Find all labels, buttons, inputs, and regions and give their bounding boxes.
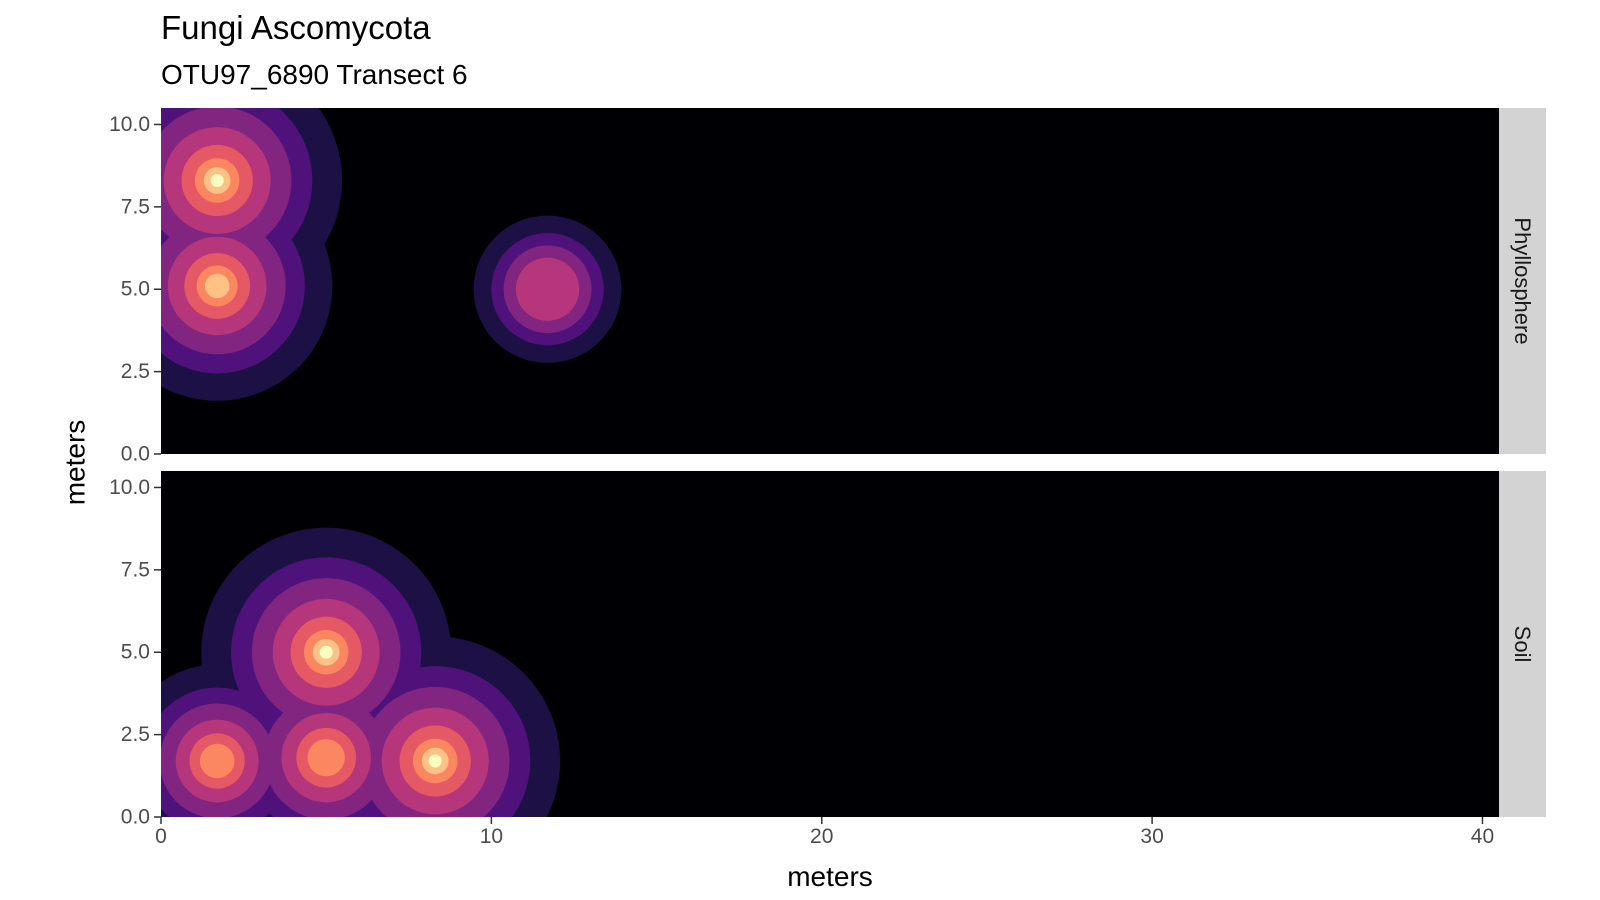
y-tick-label: 2.5 [121,723,150,746]
x-tick-label: 40 [1471,825,1494,848]
x-tick-label: 20 [810,825,833,848]
y-tick-label: 7.5 [121,558,150,581]
chart-title: Fungi Ascomycota [161,9,431,46]
x-tick-label: 0 [155,825,167,848]
y-tick-label: 2.5 [121,360,150,383]
y-tick-label: 0.0 [121,443,150,466]
facet-label-soil: Soil [1510,626,1535,663]
x-tick-label: 30 [1140,825,1163,848]
density-contour-soil-2-6 [307,739,345,777]
y-tick-label: 10.0 [109,113,150,136]
density-contour-phyllosphere-0-8 [210,173,224,188]
panel-background-phyllosphere [161,108,1499,454]
chart-subtitle: OTU97_6890 Transect 6 [161,59,468,90]
density-contour-soil-0-8 [319,645,333,659]
y-tick-label: 5.0 [121,641,150,664]
y-tick-label: 0.0 [121,806,150,829]
y-tick-label: 10.0 [109,476,150,499]
facet-strip-soil [1499,471,1546,817]
y-tick-label: 7.5 [121,195,150,218]
density-contour-phyllosphere-2-4 [515,257,580,321]
facet-strip-phyllosphere [1499,108,1546,454]
density-contour-soil-3-6 [199,743,235,779]
x-axis-title: meters [787,861,873,892]
density-layer-soil [161,527,561,817]
density-contour-phyllosphere-1-7 [204,273,230,299]
y-axis-title: meters [60,420,91,506]
y-tick-label: 5.0 [121,278,150,301]
density-layer-phyllosphere [161,108,622,401]
density-contour-soil-1-8 [428,754,442,768]
x-tick-label: 10 [480,825,503,848]
facet-label-phyllosphere: Phyllosphere [1510,217,1535,344]
